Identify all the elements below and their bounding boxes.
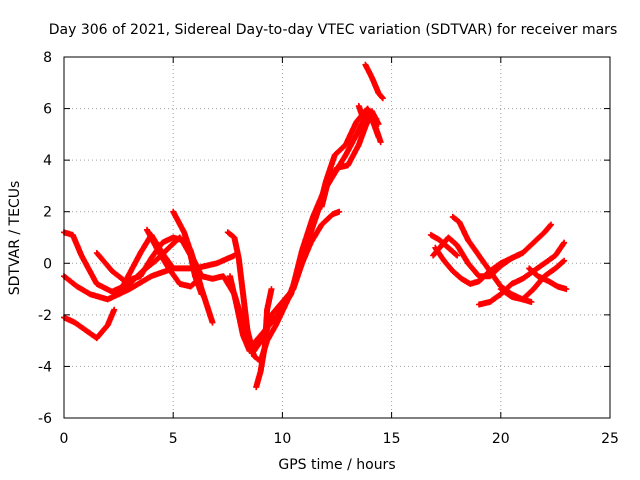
data-points [526, 265, 570, 293]
series-track-16 [432, 244, 526, 287]
x-tick-label: 15 [383, 431, 401, 447]
x-tick-label: 0 [60, 431, 69, 447]
data-series [61, 61, 570, 391]
series-track-6 [144, 226, 205, 290]
series-track-15 [427, 231, 461, 259]
chart-title: Day 306 of 2021, Sidereal Day-to-day VTE… [49, 22, 617, 38]
plot-frame [63, 56, 611, 419]
data-points [362, 61, 386, 102]
y-tick-label: 4 [43, 153, 52, 169]
y-tick-label: -6 [38, 411, 52, 427]
grid [64, 57, 610, 418]
data-points [497, 257, 568, 303]
x-tick-label: 20 [492, 431, 510, 447]
data-points [253, 286, 275, 391]
data-points [427, 231, 461, 259]
data-points [61, 306, 118, 342]
series-track-13 [362, 61, 386, 102]
data-points [432, 244, 526, 287]
x-tick-label: 10 [273, 431, 291, 447]
series-track-10 [253, 286, 275, 391]
y-tick-label: -2 [38, 308, 52, 324]
series-track-12 [355, 103, 380, 122]
series-track-1 [61, 306, 118, 342]
data-points [144, 226, 205, 290]
series-track-11 [318, 108, 382, 210]
data-points [318, 108, 382, 210]
data-points [355, 103, 380, 122]
y-tick-label: -4 [38, 359, 52, 375]
x-tick-label: 5 [169, 431, 178, 447]
y-tick-label: 8 [43, 50, 52, 66]
series-track-19 [497, 257, 568, 303]
y-axis-label: SDTVAR / TECUs [7, 181, 23, 296]
series-track-18 [476, 239, 568, 308]
x-tick-label: 25 [601, 431, 619, 447]
data-points [476, 239, 568, 308]
y-tick-label: 6 [43, 102, 52, 118]
y-tick-label: 0 [43, 256, 52, 272]
x-axis-label: GPS time / hours [278, 457, 395, 473]
y-tick-label: 2 [43, 205, 52, 221]
series-track-20 [526, 265, 570, 293]
axis-ticks: 0 5 10 15 20 25 -6 -4 -2 0 2 4 6 8 [38, 50, 619, 447]
